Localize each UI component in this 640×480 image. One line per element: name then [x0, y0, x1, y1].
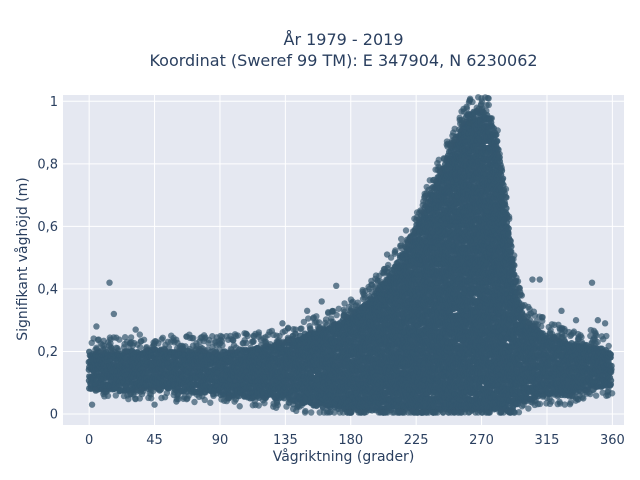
data-points [85, 94, 616, 416]
